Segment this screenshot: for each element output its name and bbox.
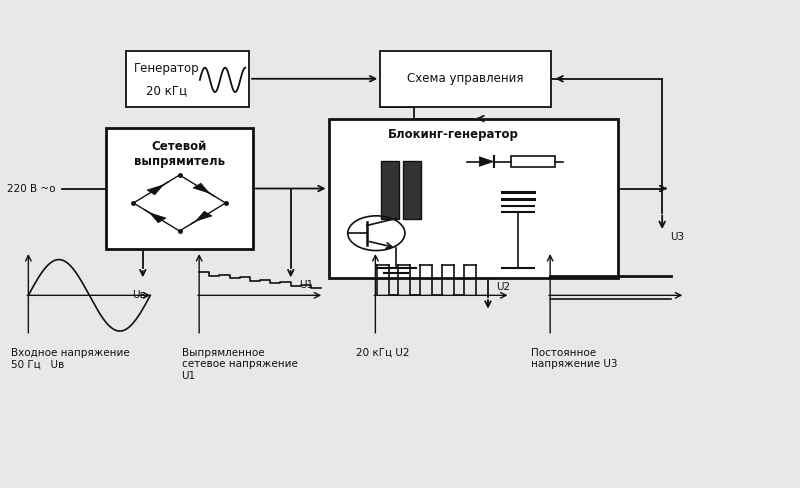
Bar — [106, 128, 253, 249]
Text: Входное напряжение
50 Гц   Uв: Входное напряжение 50 Гц Uв — [10, 348, 130, 369]
Polygon shape — [150, 213, 166, 223]
Bar — [511, 156, 555, 167]
Text: выпрямитель: выпрямитель — [134, 156, 225, 168]
Text: Сетевой: Сетевой — [152, 140, 207, 153]
Bar — [380, 51, 551, 106]
Text: Блокинг-генератор: Блокинг-генератор — [388, 128, 518, 141]
Text: U2: U2 — [496, 283, 510, 292]
Text: 20 кГц: 20 кГц — [146, 84, 187, 98]
Text: Выпрямленное
сетевое напряжение
U1: Выпрямленное сетевое напряжение U1 — [182, 348, 298, 381]
Text: 220 В ~о: 220 В ~о — [6, 183, 55, 194]
Polygon shape — [193, 183, 210, 193]
Polygon shape — [147, 185, 163, 195]
Text: Uв: Uв — [132, 290, 146, 300]
Text: U3: U3 — [670, 232, 684, 242]
Polygon shape — [196, 211, 212, 221]
Polygon shape — [479, 157, 494, 166]
Text: U1: U1 — [298, 280, 313, 290]
Bar — [329, 119, 618, 278]
Text: Схема управления: Схема управления — [407, 72, 524, 85]
Bar — [403, 161, 421, 219]
Text: Генератор: Генератор — [134, 62, 199, 75]
Bar — [126, 51, 249, 106]
Text: Постоянное
напряжение U3: Постоянное напряжение U3 — [531, 348, 618, 369]
Bar — [381, 161, 398, 219]
Text: 20 кГц U2: 20 кГц U2 — [356, 348, 410, 358]
